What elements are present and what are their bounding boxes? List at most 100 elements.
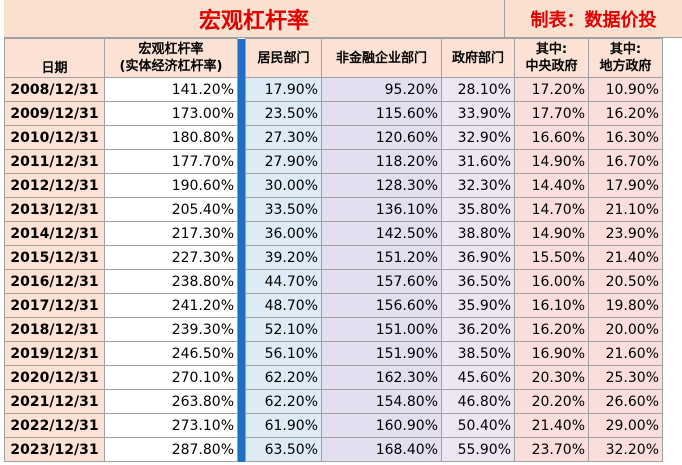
cell-date[interactable]: 2022/12/31 bbox=[4, 413, 105, 438]
cell-local[interactable]: 25.30% bbox=[588, 365, 663, 390]
cell-date[interactable]: 2011/12/31 bbox=[4, 149, 105, 174]
cell-household[interactable]: 56.10% bbox=[245, 341, 322, 366]
cell-date[interactable]: 2021/12/31 bbox=[4, 389, 105, 414]
cell-government[interactable]: 28.10% bbox=[441, 77, 515, 102]
cell-central[interactable]: 20.20% bbox=[514, 389, 589, 414]
cell-government[interactable]: 45.60% bbox=[441, 365, 515, 390]
cell-government[interactable]: 32.90% bbox=[441, 125, 515, 150]
cell-date[interactable]: 2014/12/31 bbox=[4, 221, 105, 246]
cell-central[interactable]: 16.60% bbox=[514, 125, 589, 150]
cell-nonfinancial[interactable]: 156.60% bbox=[321, 293, 442, 318]
header-macro[interactable]: 宏观杠杆率 (实体经济杠杆率) bbox=[104, 38, 238, 78]
header-government[interactable]: 政府部门 bbox=[441, 38, 515, 78]
cell-nonfinancial[interactable]: 151.00% bbox=[321, 317, 442, 342]
cell-central[interactable]: 16.10% bbox=[514, 293, 589, 318]
cell-nonfinancial[interactable]: 154.80% bbox=[321, 389, 442, 414]
cell-macro[interactable]: 287.80% bbox=[104, 437, 238, 462]
cell-local[interactable]: 21.40% bbox=[588, 245, 663, 270]
cell-local[interactable]: 29.00% bbox=[588, 413, 663, 438]
cell-central[interactable]: 16.90% bbox=[514, 341, 589, 366]
cell-macro[interactable]: 205.40% bbox=[104, 197, 238, 222]
cell-macro[interactable]: 141.20% bbox=[104, 77, 238, 102]
header-household[interactable]: 居民部门 bbox=[245, 38, 322, 78]
cell-household[interactable]: 48.70% bbox=[245, 293, 322, 318]
cell-date[interactable]: 2018/12/31 bbox=[4, 317, 105, 342]
cell-date[interactable]: 2017/12/31 bbox=[4, 293, 105, 318]
cell-central[interactable]: 21.40% bbox=[514, 413, 589, 438]
cell-local[interactable]: 21.60% bbox=[588, 341, 663, 366]
cell-government[interactable]: 35.80% bbox=[441, 197, 515, 222]
cell-macro[interactable]: 273.10% bbox=[104, 413, 238, 438]
cell-household[interactable]: 44.70% bbox=[245, 269, 322, 294]
cell-local[interactable]: 20.50% bbox=[588, 269, 663, 294]
cell-central[interactable]: 16.00% bbox=[514, 269, 589, 294]
cell-household[interactable]: 62.20% bbox=[245, 365, 322, 390]
cell-date[interactable]: 2010/12/31 bbox=[4, 125, 105, 150]
cell-macro[interactable]: 263.80% bbox=[104, 389, 238, 414]
cell-central[interactable]: 15.50% bbox=[514, 245, 589, 270]
cell-date[interactable]: 2013/12/31 bbox=[4, 197, 105, 222]
cell-nonfinancial[interactable]: 162.30% bbox=[321, 365, 442, 390]
cell-local[interactable]: 19.80% bbox=[588, 293, 663, 318]
cell-local[interactable]: 16.30% bbox=[588, 125, 663, 150]
cell-household[interactable]: 39.20% bbox=[245, 245, 322, 270]
cell-local[interactable]: 10.90% bbox=[588, 77, 663, 102]
cell-government[interactable]: 50.40% bbox=[441, 413, 515, 438]
cell-macro[interactable]: 238.80% bbox=[104, 269, 238, 294]
header-nonfinancial[interactable]: 非金融企业部门 bbox=[321, 38, 442, 78]
cell-macro[interactable]: 239.30% bbox=[104, 317, 238, 342]
cell-household[interactable]: 17.90% bbox=[245, 77, 322, 102]
cell-local[interactable]: 16.70% bbox=[588, 149, 663, 174]
header-central[interactable]: 其中: 中央政府 bbox=[514, 38, 589, 78]
cell-local[interactable]: 16.20% bbox=[588, 101, 663, 126]
sheet-title[interactable]: 宏观杠杆率 bbox=[4, 0, 505, 38]
maker-credit[interactable]: 制表：数据价投 bbox=[505, 0, 682, 38]
cell-local[interactable]: 32.20% bbox=[588, 437, 663, 462]
cell-date[interactable]: 2009/12/31 bbox=[4, 101, 105, 126]
cell-government[interactable]: 36.20% bbox=[441, 317, 515, 342]
cell-date[interactable]: 2012/12/31 bbox=[4, 173, 105, 198]
cell-macro[interactable]: 217.30% bbox=[104, 221, 238, 246]
cell-household[interactable]: 62.20% bbox=[245, 389, 322, 414]
cell-central[interactable]: 14.70% bbox=[514, 197, 589, 222]
cell-local[interactable]: 17.90% bbox=[588, 173, 663, 198]
cell-household[interactable]: 61.90% bbox=[245, 413, 322, 438]
cell-household[interactable]: 36.00% bbox=[245, 221, 322, 246]
cell-central[interactable]: 17.20% bbox=[514, 77, 589, 102]
cell-central[interactable]: 14.90% bbox=[514, 149, 589, 174]
cell-central[interactable]: 23.70% bbox=[514, 437, 589, 462]
cell-date[interactable]: 2016/12/31 bbox=[4, 269, 105, 294]
cell-local[interactable]: 21.10% bbox=[588, 197, 663, 222]
cell-central[interactable]: 16.20% bbox=[514, 317, 589, 342]
cell-date[interactable]: 2020/12/31 bbox=[4, 365, 105, 390]
cell-date[interactable]: 2008/12/31 bbox=[4, 77, 105, 102]
cell-central[interactable]: 17.70% bbox=[514, 101, 589, 126]
cell-macro[interactable]: 177.70% bbox=[104, 149, 238, 174]
cell-nonfinancial[interactable]: 95.20% bbox=[321, 77, 442, 102]
cell-nonfinancial[interactable]: 160.90% bbox=[321, 413, 442, 438]
cell-macro[interactable]: 270.10% bbox=[104, 365, 238, 390]
cell-date[interactable]: 2015/12/31 bbox=[4, 245, 105, 270]
cell-macro[interactable]: 190.60% bbox=[104, 173, 238, 198]
cell-macro[interactable]: 227.30% bbox=[104, 245, 238, 270]
cell-date[interactable]: 2019/12/31 bbox=[4, 341, 105, 366]
cell-nonfinancial[interactable]: 128.30% bbox=[321, 173, 442, 198]
header-date[interactable]: 日期 bbox=[4, 38, 105, 78]
cell-household[interactable]: 27.90% bbox=[245, 149, 322, 174]
cell-household[interactable]: 30.00% bbox=[245, 173, 322, 198]
cell-nonfinancial[interactable]: 118.20% bbox=[321, 149, 442, 174]
cell-nonfinancial[interactable]: 151.90% bbox=[321, 341, 442, 366]
cell-macro[interactable]: 180.80% bbox=[104, 125, 238, 150]
cell-nonfinancial[interactable]: 168.40% bbox=[321, 437, 442, 462]
cell-macro[interactable]: 246.50% bbox=[104, 341, 238, 366]
cell-household[interactable]: 33.50% bbox=[245, 197, 322, 222]
cell-government[interactable]: 38.50% bbox=[441, 341, 515, 366]
cell-local[interactable]: 23.90% bbox=[588, 221, 663, 246]
cell-nonfinancial[interactable]: 136.10% bbox=[321, 197, 442, 222]
cell-government[interactable]: 36.90% bbox=[441, 245, 515, 270]
cell-local[interactable]: 20.00% bbox=[588, 317, 663, 342]
cell-government[interactable]: 38.80% bbox=[441, 221, 515, 246]
cell-nonfinancial[interactable]: 120.60% bbox=[321, 125, 442, 150]
cell-household[interactable]: 27.30% bbox=[245, 125, 322, 150]
cell-macro[interactable]: 173.00% bbox=[104, 101, 238, 126]
